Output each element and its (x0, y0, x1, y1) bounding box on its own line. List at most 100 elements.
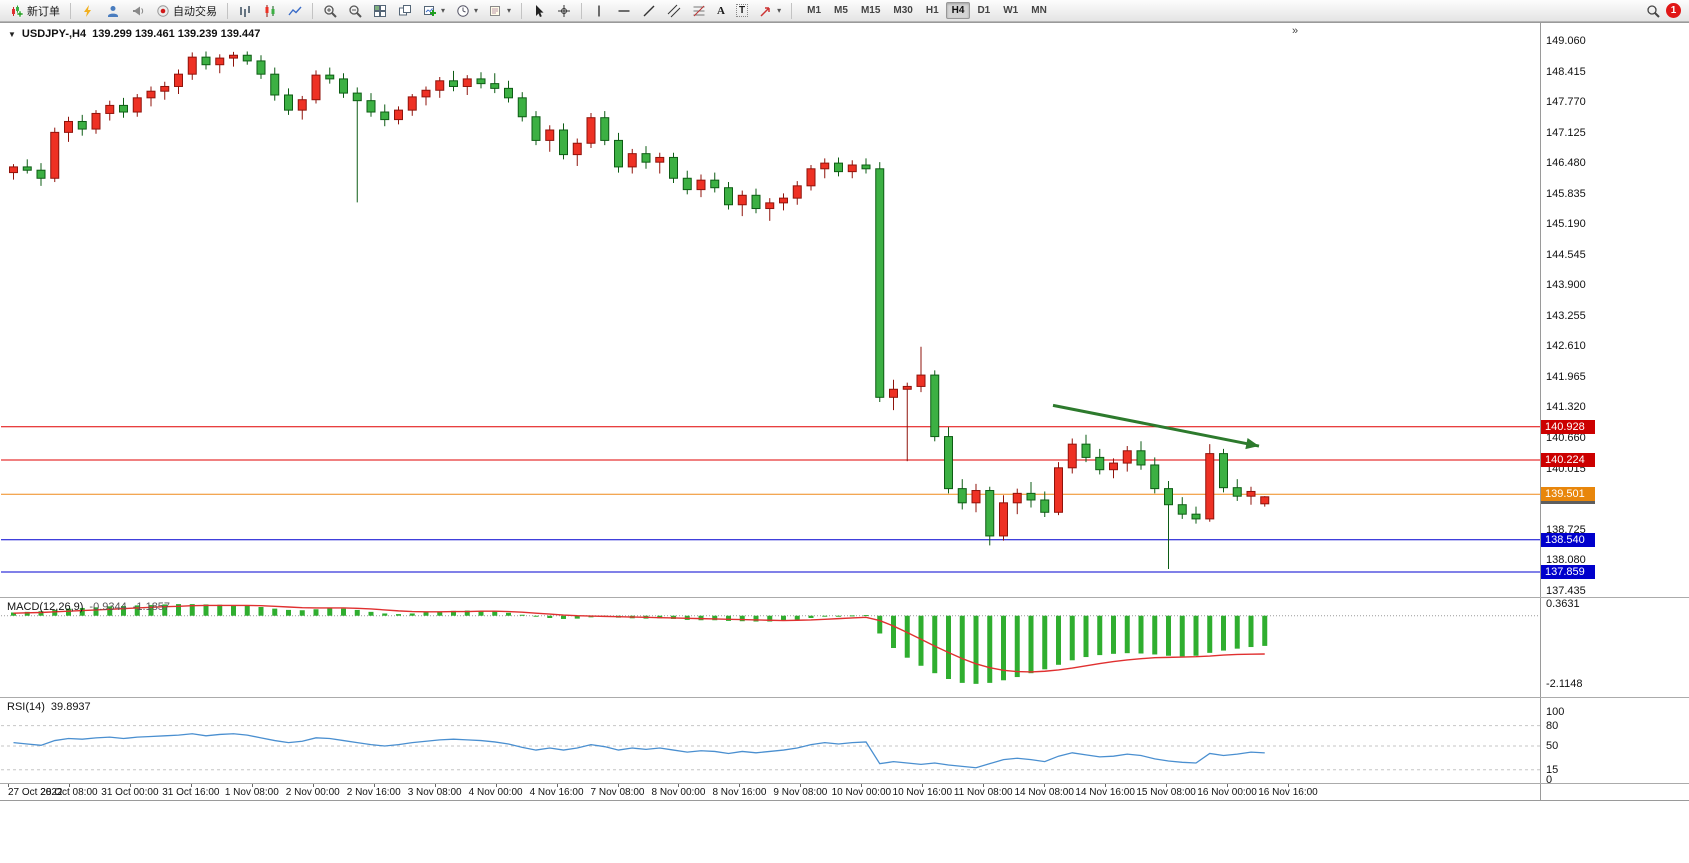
label-tool-icon: T (736, 4, 749, 17)
macd-name: MACD(12,26,9) (7, 601, 84, 613)
toolbar-separator (70, 2, 71, 19)
price-tick-label: 143.900 (1546, 279, 1586, 292)
rsi-scale-50: 50 (1546, 740, 1559, 752)
time-label: 8 Nov 16:00 (712, 787, 767, 798)
price-tick-label: 137.435 (1546, 585, 1586, 597)
timeframe-button-m5[interactable]: M5 (834, 5, 848, 16)
toolbar-separator (791, 2, 793, 19)
fibonacci-button[interactable] (687, 1, 711, 20)
horizontal-line-button[interactable] (612, 1, 636, 20)
line-chart-icon (288, 6, 302, 15)
arrows-button[interactable]: ▾ (754, 1, 786, 20)
megaphone-icon (133, 6, 144, 15)
market-button[interactable] (126, 1, 150, 20)
bar-chart-button[interactable] (233, 1, 257, 20)
timeframe-button-m30[interactable]: M30 (893, 5, 913, 16)
price-line-badge-140.928[interactable]: 140.928 (1541, 419, 1595, 434)
dropdown-caret: ▾ (474, 6, 479, 15)
time-label: 8 Nov 00:00 (651, 787, 706, 798)
price-line-badge-139.501[interactable]: 139.501 (1541, 487, 1595, 502)
zoom-out-icon (349, 4, 362, 18)
toolbar-separator (581, 2, 583, 19)
time-tick (1288, 784, 1289, 787)
pane-separator[interactable] (0, 597, 1689, 598)
time-label: 27 Oct 2022 (8, 787, 63, 798)
time-label: 28 Oct 08:00 (40, 787, 98, 798)
trendline-button[interactable] (637, 1, 661, 20)
clock-icon (457, 4, 469, 17)
time-axis[interactable]: 27 Oct 2022 28 Oct 08:00 31 Oct 00:00 31 Oc… (0, 784, 1540, 800)
search-icon[interactable] (1646, 4, 1660, 18)
price-line-badge-137.859[interactable]: 137.859 (1541, 564, 1595, 579)
time-tick (190, 784, 192, 787)
new-order-button[interactable]: 新订单 (5, 1, 65, 20)
line-chart-button[interactable] (283, 1, 307, 20)
price-tick-label: 142.610 (1546, 340, 1586, 353)
time-tick (922, 784, 924, 787)
community-button[interactable] (101, 1, 125, 20)
time-tick (129, 784, 131, 787)
channel-icon (667, 4, 681, 17)
bar-chart-icon (240, 5, 250, 17)
periods-button[interactable]: ▾ (451, 1, 483, 20)
timeframe-button-h1[interactable]: H1 (925, 5, 939, 16)
auto-trading-button[interactable]: 自动交易 (151, 1, 222, 20)
text-button[interactable]: A (712, 1, 730, 20)
time-label: 1 Nov 08:00 (224, 787, 279, 798)
price-pane[interactable] (1, 24, 1540, 597)
dropdown-caret: ▾ (777, 6, 782, 15)
timeframe-button-d1[interactable]: D1 (977, 5, 991, 16)
candlestick-chart-button[interactable] (258, 1, 282, 20)
rsi-scale-0: 0 (1546, 774, 1553, 786)
timeframe-button-mn[interactable]: MN (1031, 5, 1047, 16)
chart-shift-marker[interactable]: » (1292, 25, 1299, 37)
time-axis-separator (0, 783, 1689, 784)
timeframe-button-m1[interactable]: M1 (807, 5, 822, 16)
timeframe-button-h4[interactable]: H4 (945, 2, 971, 19)
macd-pane[interactable] (1, 598, 1540, 697)
new-chart-button[interactable]: ▾ (418, 1, 450, 20)
metaeditor-button[interactable] (76, 1, 100, 20)
price-tick-label: 147.770 (1546, 96, 1586, 109)
price-line-badge-140.224[interactable]: 140.224 (1541, 453, 1595, 468)
zoom-out-button[interactable] (343, 1, 367, 20)
rsi-name: RSI(14) (7, 701, 45, 713)
crosshair-icon (558, 4, 571, 17)
new-order-icon (12, 5, 24, 17)
notification-count: 1 (1670, 5, 1677, 16)
chart-title: ▼ USDJPY-,H4 139.299 139.461 139.239 139… (8, 28, 260, 40)
zoom-in-icon (324, 4, 337, 18)
dropdown-caret: ▾ (507, 6, 512, 15)
toolbar-separator (312, 2, 313, 19)
timeframe-button-w1[interactable]: W1 (1003, 5, 1019, 16)
vertical-line-button[interactable] (587, 1, 611, 20)
chart-ohlc-values: 139.299 139.461 139.239 139.447 (92, 28, 261, 40)
time-label: 3 Nov 08:00 (407, 787, 462, 798)
auto-arrange-button[interactable] (393, 1, 417, 20)
auto-trading-icon (157, 4, 169, 17)
time-label: 11 Nov 08:00 (953, 787, 1013, 798)
notification-badge[interactable]: 1 (1666, 3, 1681, 18)
add-chart-icon (424, 5, 436, 16)
time-tick (495, 784, 497, 787)
cursor-button[interactable] (527, 1, 551, 20)
time-label: 31 Oct 00:00 (101, 787, 159, 798)
chart-menu-caret[interactable]: ▼ (8, 29, 16, 39)
text-label-button[interactable]: T (731, 1, 753, 20)
channel-button[interactable] (662, 1, 686, 20)
rsi-pane[interactable] (1, 698, 1540, 783)
zoom-in-button[interactable] (318, 1, 342, 20)
pane-separator[interactable] (0, 697, 1689, 698)
toolbar-right: 1 (1646, 3, 1684, 18)
candlestick-chart-icon (265, 4, 275, 17)
rsi-value: 39.8937 (50, 701, 91, 713)
time-tick (434, 784, 436, 787)
price-line-badge-138.540[interactable]: 138.540 (1541, 532, 1595, 547)
time-tick (8, 784, 9, 787)
templates-button[interactable]: ▾ (484, 1, 516, 20)
timeframe-button-m15[interactable]: M15 (860, 5, 881, 16)
crosshair-button[interactable] (552, 1, 576, 20)
tile-windows-button[interactable] (368, 1, 392, 20)
price-tick-label: 143.255 (1546, 309, 1586, 322)
auto-trading-label: 自动交易 (173, 5, 217, 18)
